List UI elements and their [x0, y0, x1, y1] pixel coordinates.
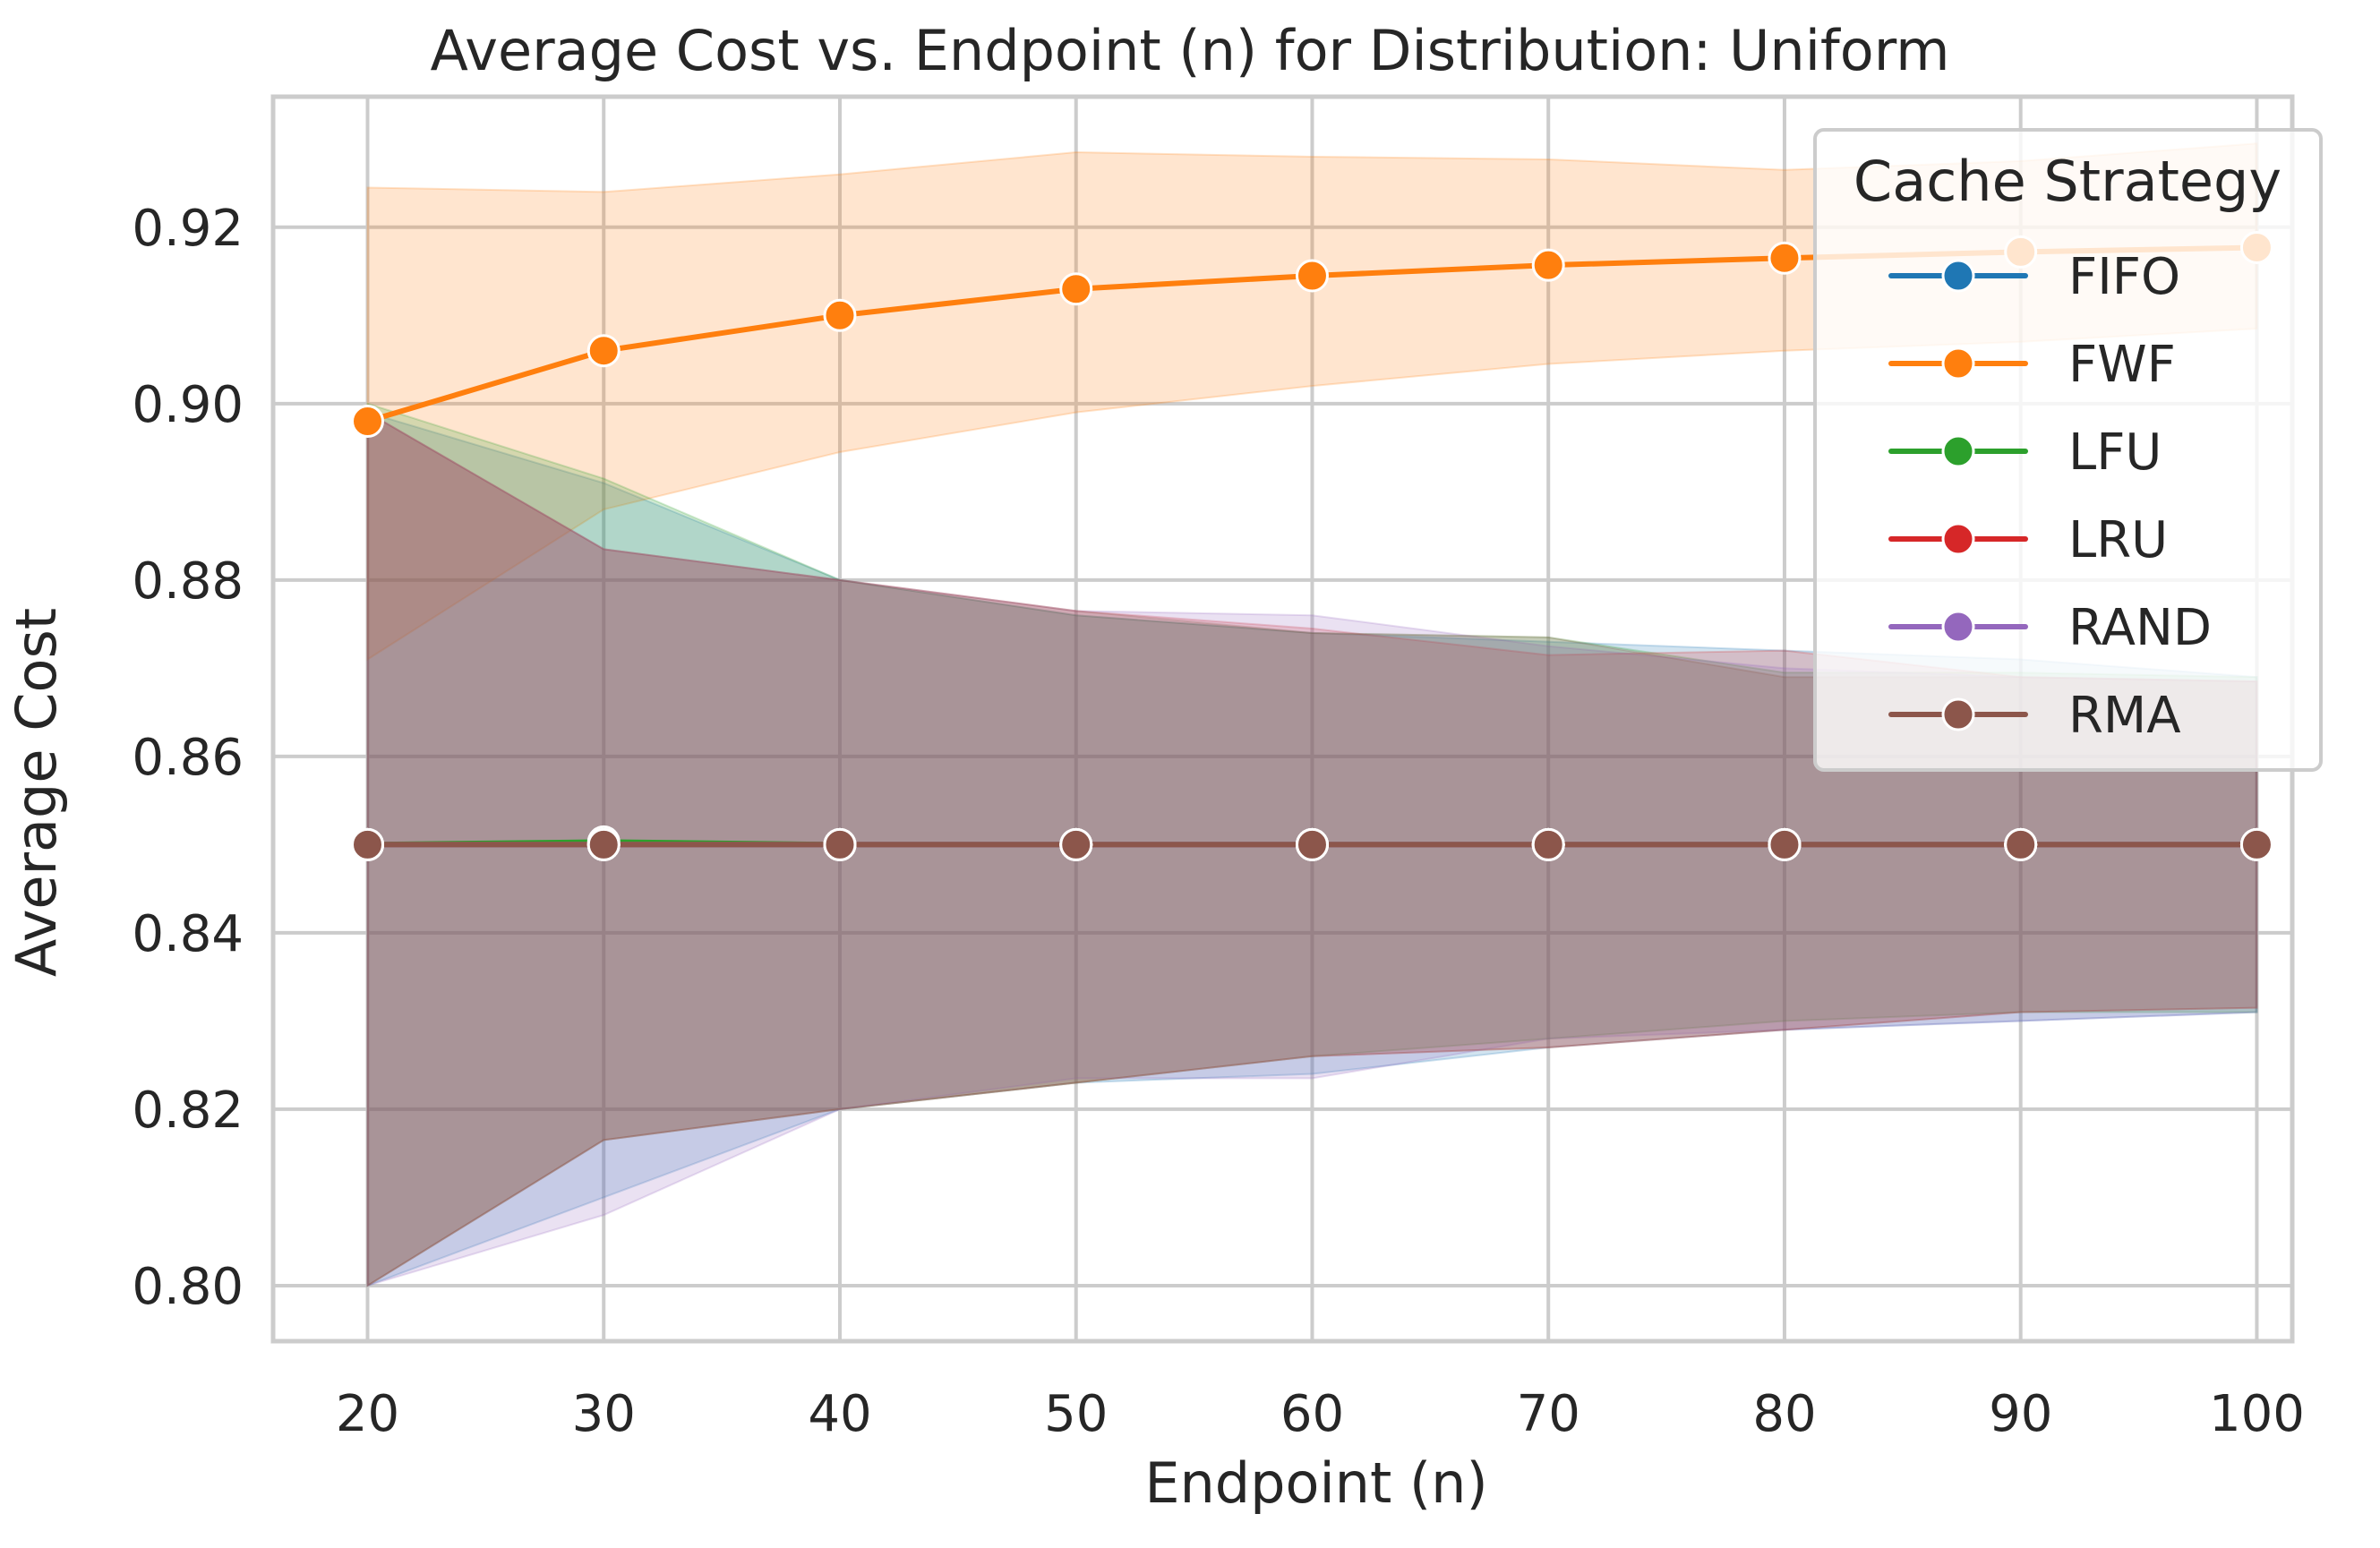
rma-point — [586, 827, 621, 861]
y-tick-label: 0.86 — [132, 729, 244, 787]
legend-swatch-marker — [1941, 346, 1975, 381]
rma-point — [2004, 827, 2038, 861]
legend: Cache Strategy FIFO FWF LFU LRU RAND RMA — [1813, 128, 2323, 772]
x-tick-label: 80 — [1752, 1385, 1816, 1443]
series-markers — [350, 230, 2273, 861]
x-tick-label: 50 — [1044, 1385, 1108, 1443]
fwf-point — [823, 298, 857, 332]
fwf-point — [1295, 259, 1329, 293]
rma-point — [1295, 827, 1329, 861]
legend-items: FIFO FWF LFU LRU RAND RMA — [1888, 248, 2212, 745]
fwf-point — [1768, 241, 1802, 275]
fwf-point — [350, 405, 384, 439]
rma-point — [1059, 827, 1093, 861]
x-tick-label: 90 — [1989, 1385, 2052, 1443]
legend-item-rma: RMA — [1888, 687, 2181, 745]
legend-label: RMA — [2068, 687, 2181, 745]
chart-title: Average Cost vs. Endpoint (n) for Distri… — [430, 18, 1949, 83]
rma-point — [2239, 827, 2273, 861]
y-axis-label: Average Cost — [4, 608, 69, 977]
legend-item-lfu: LFU — [1888, 423, 2162, 482]
y-tick-label: 0.88 — [132, 552, 244, 611]
legend-label: LFU — [2068, 423, 2162, 482]
y-tick-label: 0.80 — [132, 1258, 244, 1316]
fwf-point — [1059, 272, 1093, 306]
legend-label: RAND — [2068, 599, 2212, 657]
legend-item-lru: LRU — [1888, 511, 2168, 569]
x-axis-label: Endpoint (n) — [1144, 1450, 1487, 1516]
y-axis-ticks: 0.80 0.82 0.84 0.86 0.88 0.90 0.92 — [132, 200, 244, 1316]
fwf-point — [1531, 248, 1565, 282]
legend-swatch-marker — [1941, 259, 1975, 293]
legend-label: FWF — [2068, 336, 2176, 394]
legend-title: Cache Strategy — [1853, 149, 2282, 214]
x-tick-label: 60 — [1280, 1385, 1344, 1443]
y-tick-label: 0.82 — [132, 1082, 244, 1140]
x-tick-label: 40 — [808, 1385, 871, 1443]
y-tick-label: 0.90 — [132, 376, 244, 434]
x-tick-label: 30 — [572, 1385, 636, 1443]
rma-point — [350, 827, 384, 861]
legend-item-rand: RAND — [1888, 599, 2212, 657]
legend-swatch-marker — [1941, 522, 1975, 556]
legend-label: FIFO — [2068, 248, 2180, 306]
legend-swatch-marker — [1941, 697, 1975, 731]
fwf-point — [586, 334, 621, 368]
legend-item-fifo: FIFO — [1888, 248, 2180, 306]
legend-item-fwf: FWF — [1888, 336, 2176, 394]
rma-point — [1768, 827, 1802, 861]
legend-label: LRU — [2068, 511, 2168, 569]
x-axis-ticks: 20 30 40 50 60 70 80 90 100 — [336, 1385, 2305, 1443]
legend-box — [1813, 128, 2323, 772]
legend-swatch-marker — [1941, 610, 1975, 644]
y-tick-label: 0.92 — [132, 200, 244, 258]
rma-point — [1531, 827, 1565, 861]
legend-swatch-marker — [1941, 434, 1975, 468]
x-tick-label: 100 — [2209, 1385, 2305, 1443]
x-tick-label: 20 — [336, 1385, 399, 1443]
rma-point — [823, 827, 857, 861]
y-tick-label: 0.84 — [132, 905, 244, 963]
x-tick-label: 70 — [1517, 1385, 1580, 1443]
